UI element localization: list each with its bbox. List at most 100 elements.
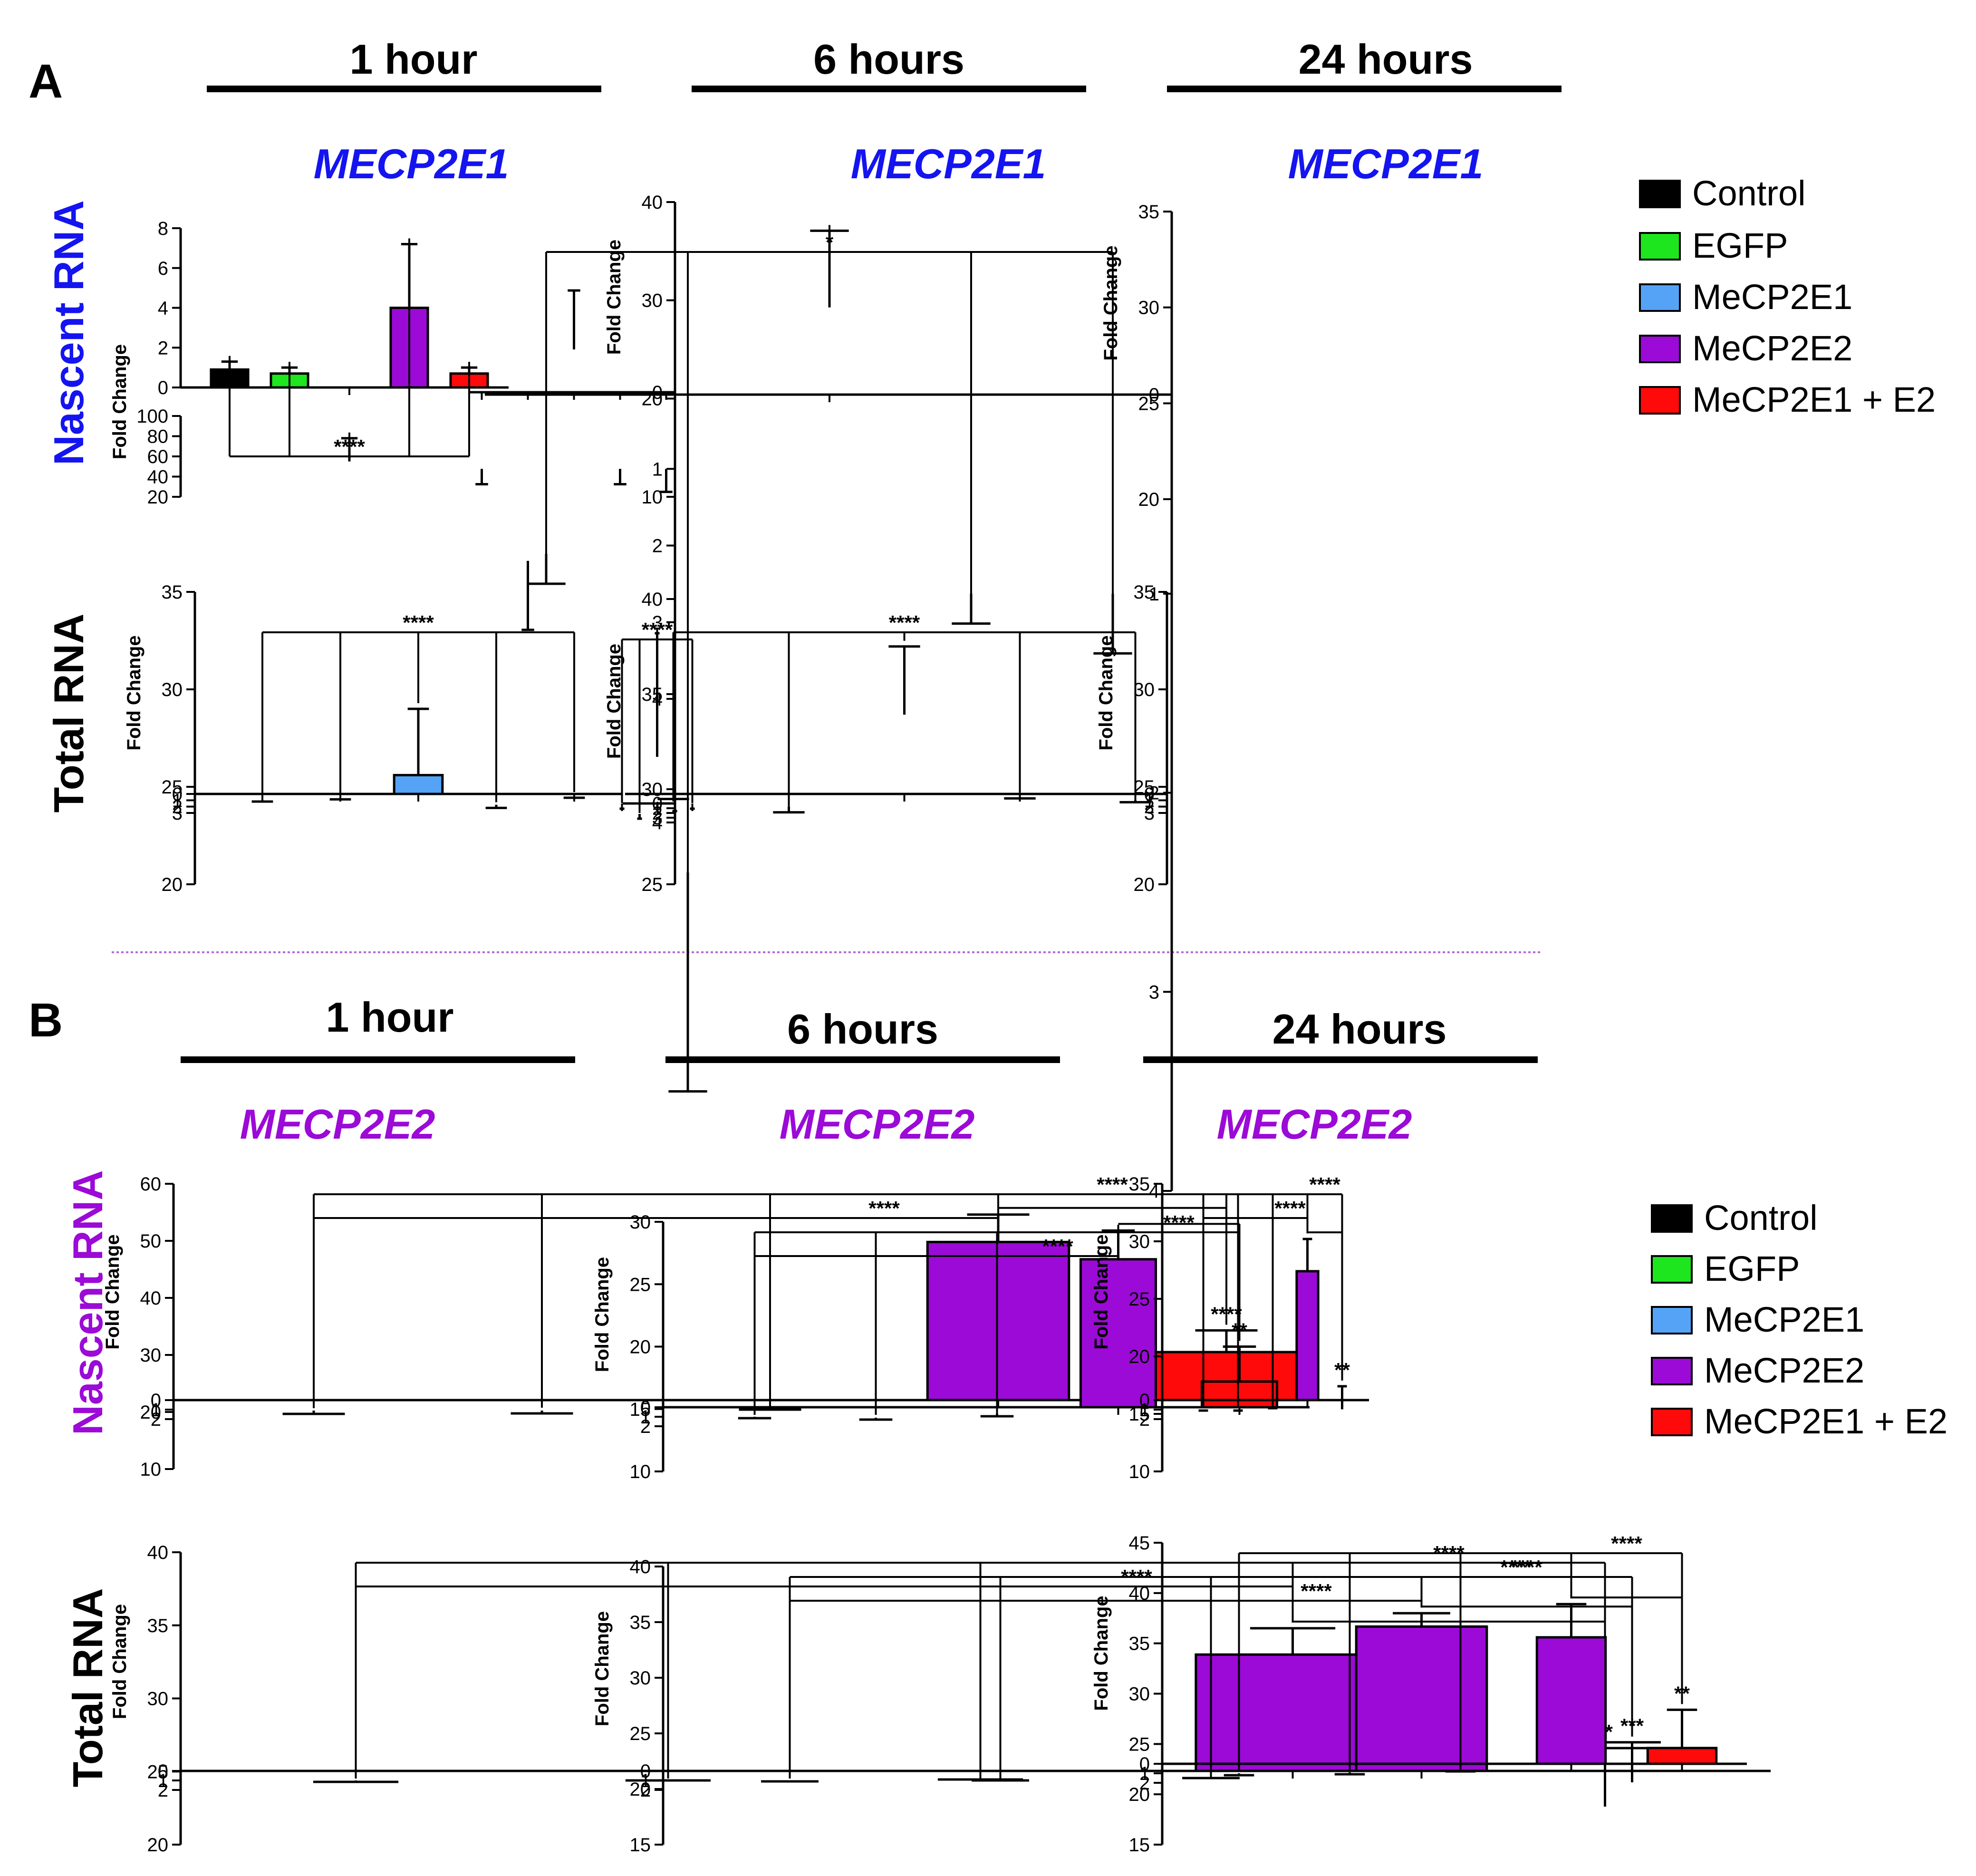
significance-label: **** bbox=[1511, 1556, 1542, 1578]
y-tick-label: 4 bbox=[652, 812, 663, 833]
y-tick-label: 0 bbox=[652, 382, 663, 403]
y-tick-label: 40 bbox=[642, 589, 663, 610]
panel-b-time-24h-bar bbox=[1143, 1056, 1538, 1063]
y-axis-label: Fold Change bbox=[109, 1604, 130, 1719]
y-tick-label: 10 bbox=[642, 487, 663, 508]
legend-a-swatch-mecp2e2 bbox=[1639, 335, 1681, 363]
legend-b-swatch-mecp2e1-e2 bbox=[1651, 1408, 1693, 1436]
y-tick-label: 0 bbox=[158, 377, 168, 398]
bar bbox=[1646, 1747, 1718, 1765]
y-tick-label: 20 bbox=[1134, 874, 1155, 895]
panel-a-gene-title-24h: MECP2E1 bbox=[1288, 140, 1484, 187]
legend-b-label-mecp2e1: MeCP2E1 bbox=[1704, 1300, 1864, 1339]
y-axis-label: Fold Change bbox=[1100, 245, 1121, 360]
significance-bar-label: ** bbox=[1674, 1682, 1690, 1704]
y-tick-label: 35 bbox=[147, 1615, 169, 1636]
y-tick-label: 25 bbox=[147, 1761, 169, 1782]
y-tick-label: 35 bbox=[1129, 1174, 1150, 1195]
y-tick-label: 20 bbox=[642, 388, 663, 409]
y-tick-label: 60 bbox=[147, 446, 169, 467]
y-tick-label: 2 bbox=[652, 803, 663, 824]
significance-label: **** bbox=[1500, 1556, 1532, 1578]
legend-a-label-mecp2e2: MeCP2E2 bbox=[1692, 329, 1852, 368]
bar bbox=[393, 774, 444, 795]
y-tick-label: 8 bbox=[158, 218, 168, 239]
y-tick-label: 2 bbox=[172, 797, 183, 818]
y-tick-label: 30 bbox=[642, 290, 663, 311]
panel-b-gene-title-6h: MECP2E2 bbox=[780, 1101, 975, 1148]
significance-label: **** bbox=[1042, 1235, 1073, 1257]
y-tick-label: 3 bbox=[652, 612, 663, 633]
y-tick-label: 40 bbox=[147, 1542, 169, 1563]
y-tick-label: 35 bbox=[162, 582, 183, 603]
y-tick-label: 0 bbox=[1139, 1754, 1150, 1775]
chart-a-nascent-24h: 0123420253035Fold Change* bbox=[485, 202, 1173, 1202]
panel-a-legend: Control EGFP MeCP2E1 MeCP2E2 MeCP2E1 + E… bbox=[1639, 174, 1936, 419]
panel-a-gene-title-1h: MECP2E1 bbox=[314, 140, 509, 187]
y-tick-label: 35 bbox=[1138, 202, 1160, 222]
y-tick-label: 30 bbox=[1134, 679, 1155, 700]
y-axis-label: Fold Change bbox=[1091, 1234, 1112, 1349]
legend-a-label-mecp2e1-e2: MeCP2E1 + E2 bbox=[1692, 380, 1936, 419]
y-tick-label: 2 bbox=[1139, 1409, 1150, 1430]
significance-label: * bbox=[826, 231, 834, 253]
y-tick-label: 10 bbox=[1129, 1461, 1150, 1482]
legend-b-label-egfp: EGFP bbox=[1704, 1249, 1800, 1288]
y-tick-label: 10 bbox=[630, 1461, 651, 1482]
y-tick-label: 0 bbox=[1144, 784, 1155, 805]
y-tick-label: 1 bbox=[652, 459, 663, 480]
significance-label: **** bbox=[1301, 1580, 1332, 1602]
significance-label: **** bbox=[1309, 1173, 1340, 1196]
panel-a-time-1h-bar bbox=[207, 86, 601, 92]
panel-b-time-1h: 1 hour bbox=[326, 994, 454, 1041]
panel-letter-b: B bbox=[29, 994, 63, 1047]
panel-b-legend: Control EGFP MeCP2E1 MeCP2E2 MeCP2E1 + E… bbox=[1651, 1198, 1947, 1441]
significance-label: **** bbox=[334, 435, 365, 458]
panel-b-time-24h: 24 hours bbox=[1272, 1006, 1447, 1053]
y-tick-label: 20 bbox=[630, 1779, 651, 1800]
y-tick-label: 25 bbox=[642, 874, 663, 895]
legend-b-swatch-mecp2e2 bbox=[1651, 1357, 1693, 1385]
bar bbox=[1295, 1270, 1320, 1402]
legend-a-swatch-control bbox=[1639, 180, 1681, 208]
panel-a-time-24h: 24 hours bbox=[1299, 36, 1473, 83]
y-tick-label: 1 bbox=[1149, 584, 1159, 605]
y-tick-label: 1 bbox=[640, 1770, 651, 1791]
bar bbox=[926, 1240, 1070, 1402]
y-tick-label: 25 bbox=[630, 1274, 651, 1295]
legend-a-label-egfp: EGFP bbox=[1692, 226, 1788, 265]
y-tick-label: 0 bbox=[640, 1397, 651, 1418]
bar bbox=[1355, 1625, 1488, 1772]
chart-a-total-6h: 0123425303540Fold Change**** bbox=[604, 589, 695, 895]
panel-b-row-label-nascent: Nascent RNA bbox=[64, 1170, 111, 1435]
y-tick-label: 30 bbox=[630, 1668, 651, 1689]
y-tick-label: 60 bbox=[140, 1174, 162, 1195]
significance-bar-label: ** bbox=[1232, 1319, 1247, 1342]
y-tick-label: 35 bbox=[1134, 582, 1155, 603]
y-tick-label: 1 bbox=[172, 790, 183, 811]
y-tick-label: 20 bbox=[162, 874, 183, 895]
y-tick-label: 25 bbox=[1134, 777, 1155, 798]
y-tick-label: 3 bbox=[172, 803, 183, 824]
y-tick-label: 25 bbox=[1138, 393, 1160, 414]
bar bbox=[1079, 1258, 1157, 1409]
y-tick-label: 2 bbox=[652, 536, 663, 557]
panel-a-time-6h-bar bbox=[692, 86, 1086, 92]
panel-a-gene-title-6h: MECP2E1 bbox=[851, 140, 1046, 187]
y-tick-label: 4 bbox=[1149, 1181, 1159, 1202]
y-tick-label: 0 bbox=[172, 784, 183, 805]
y-tick-label: 2 bbox=[158, 338, 168, 358]
significance-bar-label: **** bbox=[1211, 1303, 1242, 1325]
legend-b-label-control: Control bbox=[1704, 1198, 1818, 1238]
legend-b-label-mecp2e1-e2: MeCP2E1 + E2 bbox=[1704, 1402, 1947, 1441]
legend-a-label-mecp2e1: MeCP2E1 bbox=[1692, 277, 1852, 317]
y-axis-label: Fold Change bbox=[1096, 635, 1117, 750]
panel-b-gene-title-1h: MECP2E2 bbox=[240, 1101, 435, 1148]
y-tick-label: 30 bbox=[1129, 1231, 1150, 1252]
y-tick-label: 15 bbox=[630, 1835, 651, 1856]
y-tick-label: 0 bbox=[1139, 1390, 1150, 1411]
